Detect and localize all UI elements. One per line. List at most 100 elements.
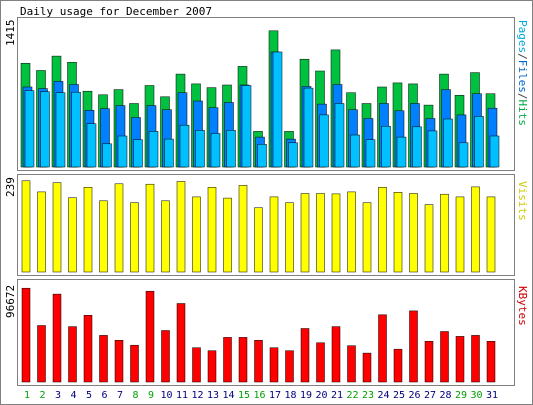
visits-bar [52,182,62,273]
legend-top-part-3: / [516,93,529,100]
kbytes-bar [269,347,279,383]
day-label: 29 [455,390,467,401]
pages-bar [334,103,345,168]
kbytes-bar [486,341,496,383]
day-label: 26 [408,390,420,401]
pages-bar [489,135,500,168]
visits-bar [176,181,186,273]
kbytes-bar [285,350,294,383]
hits-files-pages-bars [20,30,500,168]
day-label: 8 [132,390,138,401]
pages-bar [272,51,283,168]
visits-bar [21,180,31,273]
legend-bot: KBytes [516,286,529,326]
kbytes-bar [409,310,418,383]
visits-bar [238,185,248,273]
pages-bar [195,130,205,168]
legend-top-part-2: Files [516,60,529,93]
day-label: 4 [70,390,76,401]
pages-bar [148,131,159,168]
kbytes-bar [145,290,155,383]
visits-bar [161,200,170,273]
day-label: 18 [284,390,296,401]
visits-bar [409,193,418,273]
visits-bar [269,196,279,273]
kbytes-bar [455,336,465,383]
kbytes-bar [83,315,93,383]
kbytes-bar [347,345,356,383]
pages-bar [350,134,360,168]
kbytes-bar [393,348,403,383]
visits-bar [207,187,217,273]
kbytes-bar [114,340,124,383]
kbytes-bar [254,340,263,383]
legend-mid: Visits [516,181,529,221]
day-label: 1 [24,390,30,401]
day-label: 25 [393,390,405,401]
kbytes-bars [21,287,496,383]
visits-bar [285,202,294,273]
kbytes-bar [161,330,170,383]
day-label: 22 [346,390,358,401]
pages-bar [133,139,143,168]
kbytes-bar [130,344,139,383]
visits-bar [393,192,403,273]
visits-bar [192,196,201,273]
visits-bar [471,186,480,273]
visits-bar [99,200,108,273]
visits-bar [37,191,46,273]
day-label: 27 [424,390,436,401]
kbytes-bar [238,337,248,383]
legend-top-part-4: Hits [516,100,529,127]
visits-bar [455,196,465,273]
kbytes-bar [378,314,387,383]
day-label: 7 [117,390,123,401]
day-label: 10 [160,390,172,401]
day-label: 2 [39,390,45,401]
legend-top-part-1: / [516,53,529,60]
chart-title: Daily usage for December 2007 [20,5,212,18]
kbytes-bar [99,335,108,383]
kbytes-bar [316,342,325,383]
day-label: 11 [176,390,188,401]
kbytes-bar [207,350,217,383]
kbytes-bar [192,347,201,383]
visits-bar [254,207,263,273]
day-label: 17 [269,390,281,401]
visits-bars [21,180,496,273]
visits-bar [424,204,434,273]
visits-bar [68,197,77,273]
visits-bar [114,183,124,273]
day-label: 19 [300,390,312,401]
kbytes-bar [300,328,310,383]
day-label: 23 [362,390,374,401]
kbytes-bar [424,341,434,383]
day-label: 24 [377,390,389,401]
pages-bar [86,123,97,168]
pages-bar [365,139,376,168]
y-max-label-bot: 96672 [4,285,17,318]
visits-bar [130,202,139,273]
day-label: 31 [486,390,498,401]
y-max-label-mid: 239 [4,177,17,197]
pages-bar [412,126,422,168]
legend-top-part-0: Pages [516,20,529,53]
pages-bar [381,125,391,168]
day-label: 14 [222,390,234,401]
visits-bar [331,193,341,273]
pages-bar [257,144,267,168]
day-label: 9 [148,390,154,401]
day-label: 5 [86,390,92,401]
pages-bar [102,143,112,168]
pages-bar [303,87,314,168]
pages-bar [288,142,298,168]
visits-bar [347,191,356,273]
visits-bar [145,183,155,273]
day-label: 3 [55,390,61,401]
kbytes-bar [440,331,449,383]
pages-bar [210,133,221,168]
pages-bar [241,85,252,168]
kbytes-bar [37,325,46,383]
